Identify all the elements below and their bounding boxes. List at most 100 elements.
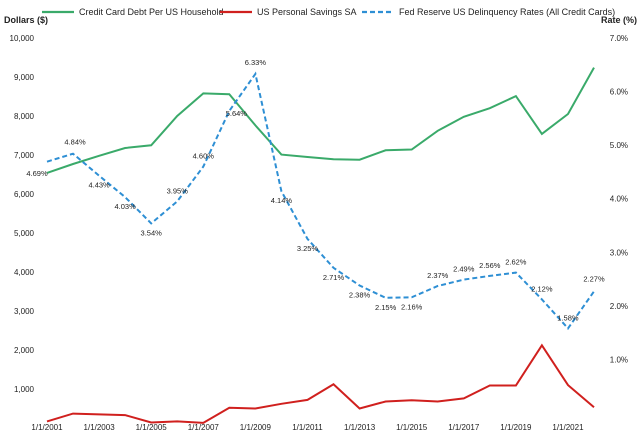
data-label-delinquency: 4.69% [26, 169, 48, 178]
data-point-credit-card-debt [359, 159, 361, 161]
data-point-personal-savings [437, 401, 439, 403]
y-right-tick-label: 2.0% [610, 302, 628, 311]
data-point-personal-savings [307, 399, 309, 401]
data-point-delinquency-rates [254, 73, 256, 75]
y-right-tick-label: 5.0% [610, 141, 628, 150]
legend-label-credit-card-debt: Credit Card Debt Per US Household [79, 7, 224, 17]
data-point-personal-savings [176, 420, 178, 422]
data-point-personal-savings [411, 399, 413, 401]
data-label-delinquency: 4.14% [271, 196, 293, 205]
legend-label-delinquency-rates: Fed Reserve US Delinquency Rates (All Cr… [399, 7, 615, 17]
data-point-personal-savings [46, 420, 48, 422]
data-point-credit-card-debt [567, 113, 569, 115]
data-point-personal-savings [98, 413, 100, 415]
data-label-delinquency: 2.15% [375, 303, 397, 312]
data-label-delinquency: 4.60% [193, 152, 215, 161]
data-point-delinquency-rates [46, 161, 48, 163]
data-point-personal-savings [150, 422, 152, 424]
data-label-delinquency: 2.16% [401, 302, 423, 311]
data-point-credit-card-debt [333, 158, 335, 160]
data-point-credit-card-debt [463, 116, 465, 118]
data-point-personal-savings [228, 407, 230, 409]
data-point-personal-savings [541, 344, 543, 346]
data-point-delinquency-rates [333, 267, 335, 269]
data-point-delinquency-rates [150, 222, 152, 224]
y-right-tick-label: 6.0% [610, 88, 628, 97]
series-layer [46, 67, 595, 424]
data-point-delinquency-rates [593, 290, 595, 292]
legend-item-delinquency-rates: Fed Reserve US Delinquency Rates (All Cr… [362, 7, 615, 17]
data-point-delinquency-rates [541, 299, 543, 301]
data-point-credit-card-debt [176, 115, 178, 117]
data-label-delinquency: 4.03% [115, 202, 137, 211]
data-point-credit-card-debt [515, 95, 517, 97]
data-label-delinquency: 2.27% [583, 274, 605, 283]
data-point-delinquency-rates [281, 190, 283, 192]
data-point-personal-savings [463, 397, 465, 399]
y-right-tick-label: 1.0% [610, 355, 628, 364]
x-tick-label: 1/1/2001 [31, 423, 63, 432]
x-tick-label: 1/1/2021 [552, 423, 584, 432]
data-point-delinquency-rates [463, 279, 465, 281]
data-point-delinquency-rates [411, 296, 413, 298]
y-axis-left-title: Dollars ($) [4, 15, 48, 25]
legend-item-personal-savings: US Personal Savings SA [220, 7, 357, 17]
data-point-delinquency-rates [176, 200, 178, 202]
series-line-delinquency-rates [46, 71, 595, 331]
y-axis-left-ticks: 1,000 2,000 3,000 4,000 5,000 6,000 7,000 8,000… [10, 34, 35, 394]
data-point-delinquency-rates [567, 327, 569, 329]
data-point-personal-savings [254, 408, 256, 410]
data-point-personal-savings [281, 403, 283, 405]
x-axis-ticks: 1/1/2001 1/1/2003 1/1/2005 1/1/2007 1/1/2009… [31, 423, 584, 432]
data-point-credit-card-debt [307, 156, 309, 158]
y-left-tick-label: 6,000 [14, 190, 35, 199]
y-axis-right-ticks: 1.0% 2.0% 3.0% 4.0% 5.0% 6.0% 7.0% [610, 34, 628, 364]
legend-item-credit-card-debt: Credit Card Debt Per US Household [42, 7, 224, 17]
x-tick-label: 1/1/2009 [240, 423, 272, 432]
data-label-delinquency: 2.49% [453, 265, 475, 274]
x-tick-label: 1/1/2003 [84, 423, 116, 432]
data-label-delinquency: 2.12% [531, 284, 553, 293]
data-labels-layer: 4.69% 4.84% 4.43% 4.03% 3.54% 3.95% 4.60% 5.64%… [26, 58, 605, 322]
data-point-delinquency-rates [307, 238, 309, 240]
y-axis-right-title: Rate (%) [601, 15, 637, 25]
x-tick-label: 1/1/2019 [500, 423, 532, 432]
data-point-personal-savings [333, 383, 335, 385]
data-point-credit-card-debt [541, 133, 543, 135]
y-left-tick-label: 10,000 [10, 34, 35, 43]
data-label-delinquency: 1.58% [557, 313, 579, 322]
data-label-delinquency: 3.54% [141, 228, 163, 237]
data-point-credit-card-debt [72, 163, 74, 165]
data-point-personal-savings [72, 413, 74, 415]
data-label-delinquency: 2.62% [505, 258, 527, 267]
data-points-layer [46, 67, 595, 424]
x-tick-label: 1/1/2007 [188, 423, 220, 432]
y-left-tick-label: 2,000 [14, 346, 35, 355]
data-point-credit-card-debt [489, 107, 491, 109]
data-point-credit-card-debt [98, 155, 100, 157]
data-label-delinquency: 2.38% [349, 291, 371, 300]
data-point-delinquency-rates [385, 297, 387, 299]
data-point-personal-savings [515, 385, 517, 387]
x-tick-label: 1/1/2005 [136, 423, 168, 432]
y-left-tick-label: 7,000 [14, 151, 35, 160]
data-label-delinquency: 2.71% [323, 273, 345, 282]
data-point-credit-card-debt [437, 130, 439, 132]
data-label-delinquency: 2.37% [427, 271, 449, 280]
data-label-delinquency: 5.64% [226, 109, 248, 118]
data-label-delinquency: 6.33% [245, 58, 267, 67]
data-point-credit-card-debt [593, 67, 595, 69]
data-point-personal-savings [359, 408, 361, 410]
data-point-credit-card-debt [150, 144, 152, 146]
y-left-tick-label: 4,000 [14, 268, 35, 277]
data-label-delinquency: 2.56% [479, 261, 501, 270]
data-point-delinquency-rates [359, 285, 361, 287]
y-right-tick-label: 3.0% [610, 248, 628, 257]
data-point-credit-card-debt [124, 147, 126, 149]
data-point-personal-savings [202, 422, 204, 424]
y-left-tick-label: 3,000 [14, 307, 35, 316]
data-point-delinquency-rates [98, 175, 100, 177]
series-line-credit-card-debt [46, 67, 595, 174]
data-label-delinquency: 3.25% [297, 244, 319, 253]
